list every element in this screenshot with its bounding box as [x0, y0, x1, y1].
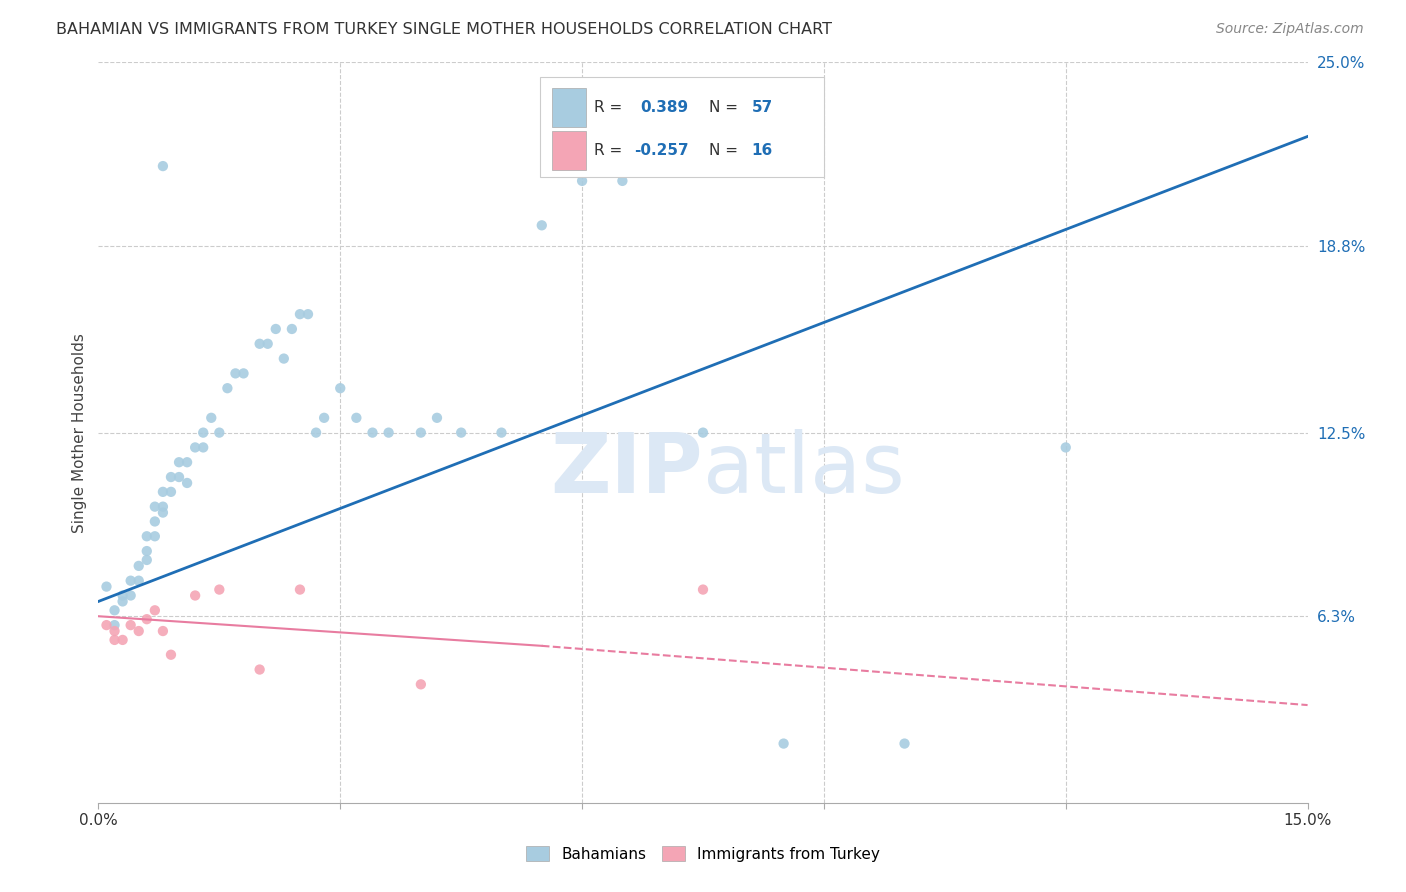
Text: Source: ZipAtlas.com: Source: ZipAtlas.com: [1216, 22, 1364, 37]
Point: [128, 624, 150, 638]
Point: [143, 515, 166, 529]
Point: [409, 425, 432, 440]
Point: [224, 367, 246, 381]
Point: [249, 663, 271, 677]
Point: [772, 737, 794, 751]
Point: [152, 500, 174, 514]
Point: [120, 618, 142, 632]
Bar: [540, 78, 824, 178]
Point: [571, 174, 593, 188]
Point: [152, 484, 174, 499]
Point: [176, 455, 198, 469]
Point: [692, 582, 714, 597]
Point: [152, 506, 174, 520]
Text: 0.389: 0.389: [640, 100, 689, 115]
Point: [692, 425, 714, 440]
Point: [96, 580, 118, 594]
Point: [184, 589, 207, 603]
Point: [103, 603, 125, 617]
Point: [208, 582, 231, 597]
Point: [288, 582, 311, 597]
Point: [160, 648, 183, 662]
Point: [111, 594, 134, 608]
Legend: Bahamians, Immigrants from Turkey: Bahamians, Immigrants from Turkey: [519, 838, 887, 869]
Point: [612, 174, 634, 188]
Point: [314, 410, 336, 425]
Point: [143, 529, 166, 543]
Text: BAHAMIAN VS IMMIGRANTS FROM TURKEY SINGLE MOTHER HOUSEHOLDS CORRELATION CHART: BAHAMIAN VS IMMIGRANTS FROM TURKEY SINGL…: [56, 22, 832, 37]
Bar: [551, 131, 586, 169]
Point: [193, 441, 215, 455]
Point: [135, 612, 157, 626]
Point: [103, 624, 125, 638]
Point: [103, 632, 125, 647]
Point: [450, 425, 472, 440]
Point: [143, 500, 166, 514]
Point: [530, 219, 553, 233]
Point: [288, 307, 311, 321]
Point: [329, 381, 352, 395]
Point: [361, 425, 384, 440]
Point: [426, 410, 449, 425]
Point: [200, 410, 222, 425]
Point: [273, 351, 295, 366]
Point: [143, 603, 166, 617]
Point: [491, 425, 513, 440]
Point: [120, 589, 142, 603]
Point: [111, 632, 134, 647]
Point: [111, 589, 134, 603]
Point: [96, 618, 118, 632]
Point: [281, 322, 304, 336]
Point: [135, 553, 157, 567]
Point: [160, 484, 183, 499]
Bar: [551, 88, 586, 127]
Text: N =: N =: [709, 100, 742, 115]
Point: [128, 574, 150, 588]
Point: [217, 381, 239, 395]
Text: 16: 16: [751, 143, 773, 158]
Point: [264, 322, 287, 336]
Point: [152, 159, 174, 173]
Point: [103, 618, 125, 632]
Point: [256, 336, 278, 351]
Point: [176, 475, 198, 490]
Point: [297, 307, 319, 321]
Point: [249, 336, 271, 351]
Point: [893, 737, 915, 751]
Point: [377, 425, 399, 440]
Point: [344, 410, 367, 425]
Text: N =: N =: [709, 143, 742, 158]
Point: [167, 470, 190, 484]
Text: R =: R =: [595, 100, 627, 115]
Point: [160, 470, 183, 484]
Y-axis label: Single Mother Households: Single Mother Households: [72, 333, 87, 533]
Text: -0.257: -0.257: [634, 143, 689, 158]
Text: atlas: atlas: [703, 429, 904, 510]
Text: 57: 57: [751, 100, 773, 115]
Text: ZIP: ZIP: [551, 429, 703, 510]
Point: [305, 425, 328, 440]
Point: [167, 455, 190, 469]
Point: [135, 544, 157, 558]
Point: [208, 425, 231, 440]
Point: [128, 558, 150, 573]
Point: [184, 441, 207, 455]
Point: [409, 677, 432, 691]
Point: [232, 367, 254, 381]
Point: [1054, 441, 1077, 455]
Point: [152, 624, 174, 638]
Text: R =: R =: [595, 143, 627, 158]
Point: [193, 425, 215, 440]
Point: [135, 529, 157, 543]
Point: [120, 574, 142, 588]
